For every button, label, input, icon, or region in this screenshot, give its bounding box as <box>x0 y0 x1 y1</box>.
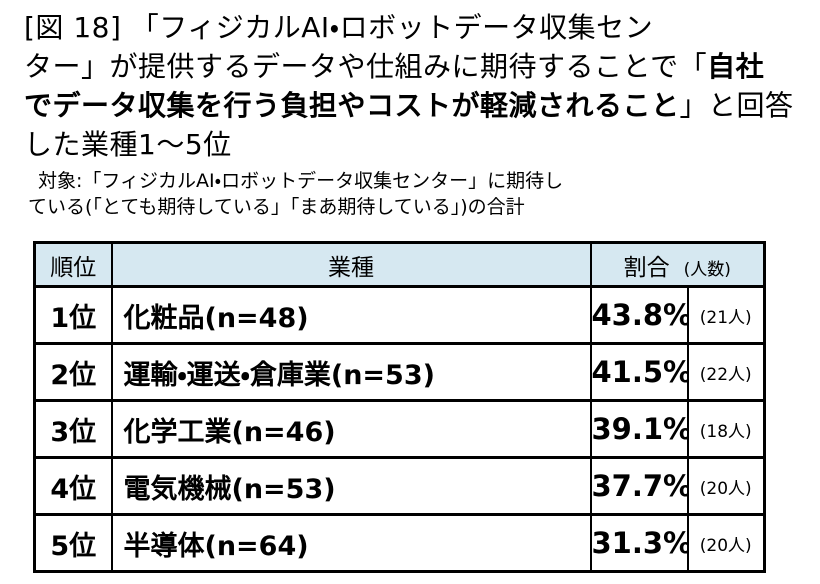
title-text: 」と回答 <box>679 89 794 122</box>
header-ratio-count: 割合 (人数) <box>589 241 766 288</box>
ranking-table: 順位 業種 割合 (人数) 1位 化粧品(n=48) 43.8% (21人) 2位… <box>33 241 767 573</box>
industry-cell: 電気機械(n=53) <box>110 456 592 516</box>
rank-cell: 2位 <box>33 342 113 402</box>
count-cell: (20人) <box>686 513 766 573</box>
header-ratio-label: 割合 <box>623 254 670 281</box>
header-rank: 順位 <box>33 241 113 288</box>
count-cell: (22人) <box>686 342 766 402</box>
table-row-rank-5: 5位 半導体(n=64) 31.3% (20人) <box>33 513 766 573</box>
figure-title-line-4: した業種1〜5位 <box>24 125 812 164</box>
table-row-rank-1: 1位 化粧品(n=48) 43.8% (21人) <box>33 285 766 345</box>
subtitle-text: ている(「とても期待している」「まあ期待している」)の合計 <box>28 196 525 218</box>
table-row-rank-3: 3位 化学工業(n=46) 39.1% (18人) <box>33 399 766 459</box>
count-cell: (18人) <box>686 399 766 459</box>
figure-title-line-3: でデータ収集を行う負担やコストが軽減されること」と回答 <box>24 86 812 125</box>
industry-cell: 運輸・運送・倉庫業(n=53) <box>110 342 592 402</box>
rank-cell: 4位 <box>33 456 113 516</box>
ratio-cell: 43.8% <box>589 285 689 345</box>
table-row-rank-4: 4位 電気機械(n=53) 37.7% (20人) <box>33 456 766 516</box>
subtitle-text: 対象:「フィジカルAI・ロボットデータ収集センター」に期待し <box>38 170 564 192</box>
figure-subtitle: 対象:「フィジカルAI・ロボットデータ収集センター」に期待し ている(「とても期… <box>28 168 812 220</box>
figure-title-line-2: ター」が提供するデータや仕組みに期待することで「自社 <box>24 47 812 86</box>
figure-title: [図 18] 「フィジカルAI・ロボットデータ収集セン ター」が提供するデータや… <box>24 8 812 164</box>
industry-cell: 化学工業(n=46) <box>110 399 592 459</box>
rank-cell: 5位 <box>33 513 113 573</box>
table-row-rank-2: 2位 運輸・運送・倉庫業(n=53) 41.5% (22人) <box>33 342 766 402</box>
industry-cell: 半導体(n=64) <box>110 513 592 573</box>
count-cell: (20人) <box>686 456 766 516</box>
header-industry: 業種 <box>110 241 592 288</box>
ratio-cell: 41.5% <box>589 342 689 402</box>
ratio-cell: 39.1% <box>589 399 689 459</box>
title-emphasis-text: 自社 <box>707 50 765 83</box>
figure-subtitle-line-1: 対象:「フィジカルAI・ロボットデータ収集センター」に期待し <box>28 168 812 194</box>
table-header-row: 順位 業種 割合 (人数) <box>33 241 766 288</box>
rank-cell: 1位 <box>33 285 113 345</box>
figure-title-line-1: [図 18] 「フィジカルAI・ロボットデータ収集セン <box>24 8 812 47</box>
rank-cell: 3位 <box>33 399 113 459</box>
ratio-cell: 37.7% <box>589 456 689 516</box>
count-cell: (21人) <box>686 285 766 345</box>
ratio-cell: 31.3% <box>589 513 689 573</box>
title-text: [図 18] 「フィジカルAI・ロボットデータ収集セン <box>24 11 654 44</box>
title-emphasis-text: でデータ収集を行う負担やコストが軽減されること <box>24 89 680 122</box>
industry-cell: 化粧品(n=48) <box>110 285 592 345</box>
header-count-label: (人数) <box>683 259 731 280</box>
title-text: ター」が提供するデータや仕組みに期待することで「 <box>24 50 708 83</box>
title-text: した業種1〜5位 <box>24 128 232 161</box>
figure-subtitle-line-2: ている(「とても期待している」「まあ期待している」)の合計 <box>28 194 812 220</box>
